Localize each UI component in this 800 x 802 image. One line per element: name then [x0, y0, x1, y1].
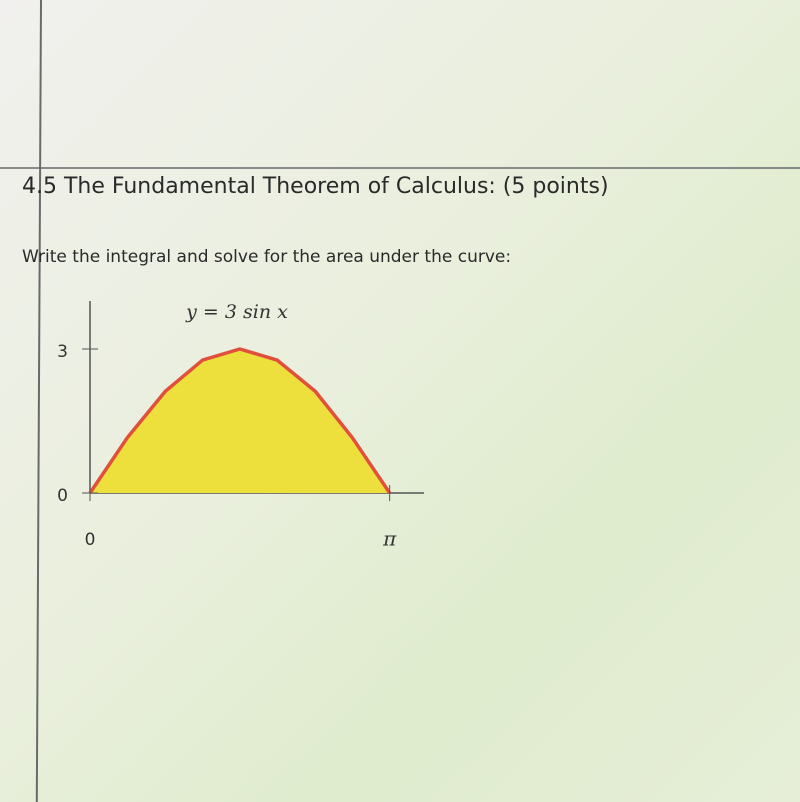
curve [88, 347, 392, 494]
x-tick-label: π [382, 527, 397, 551]
x-tick-label: 0 [85, 530, 96, 550]
question-title: 4.5 The Fundamental Theorem of Calculus:… [22, 174, 609, 199]
question-prompt: Write the integral and solve for the are… [22, 247, 512, 267]
divider [0, 167, 800, 169]
y-tick-label: 0 [57, 486, 68, 506]
chart-title: y = 3 sin x [185, 301, 288, 323]
area-fill [90, 349, 390, 493]
y-tick-label: 3 [57, 342, 68, 362]
